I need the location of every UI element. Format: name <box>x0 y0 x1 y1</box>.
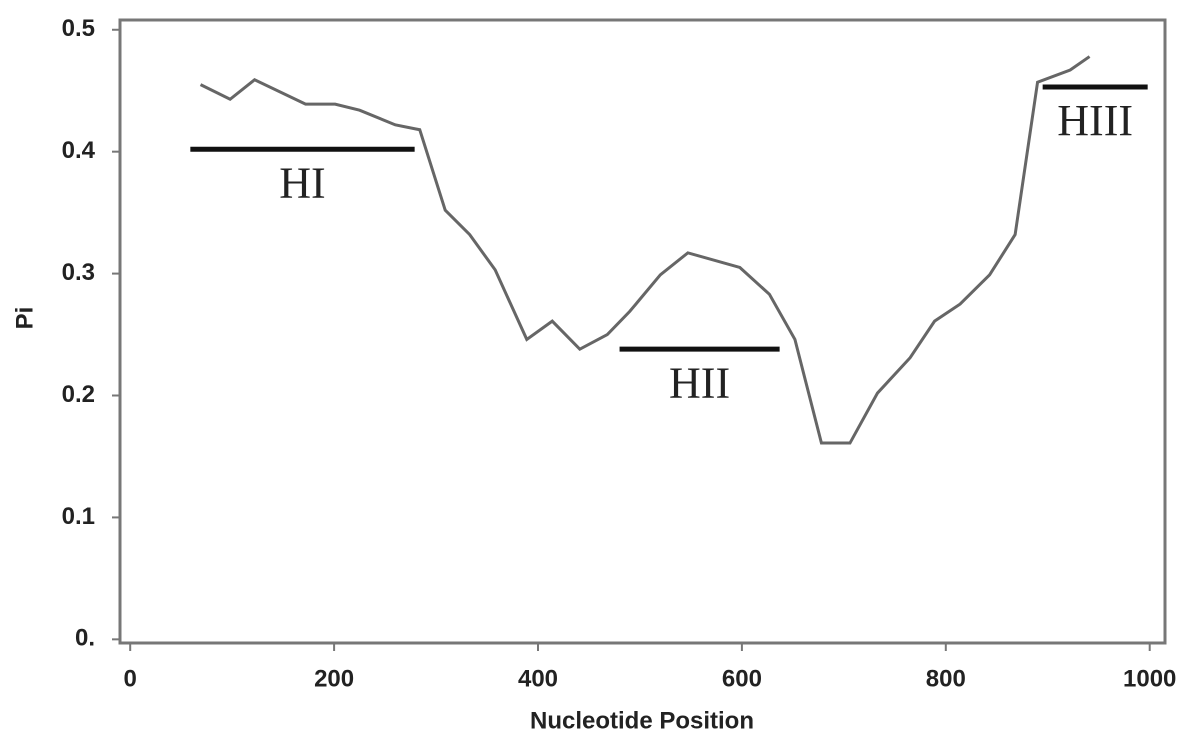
y-tick-label: 0.4 <box>62 137 96 164</box>
x-tick-label: 800 <box>926 665 966 692</box>
y-tick-label: 0.2 <box>62 381 95 408</box>
y-tick-label: 0.1 <box>62 503 95 530</box>
x-tick-label: 1000 <box>1123 665 1176 692</box>
y-axis-label: Pi <box>11 307 38 330</box>
x-tick-label: 600 <box>722 665 762 692</box>
region-label: HI <box>279 158 325 207</box>
y-tick-label: 0.3 <box>62 259 95 286</box>
y-tick-label: 0. <box>75 625 95 652</box>
x-axis-label: Nucleotide Position <box>530 707 754 734</box>
x-tick-label: 400 <box>518 665 558 692</box>
x-tick-label: 200 <box>314 665 354 692</box>
y-tick-label: 0.5 <box>62 15 95 42</box>
x-tick-label: 0 <box>124 665 137 692</box>
region-label: HII <box>669 358 730 407</box>
data-line <box>199 55 1091 445</box>
plot-frame <box>118 18 1167 645</box>
region-label: HIII <box>1057 96 1133 145</box>
